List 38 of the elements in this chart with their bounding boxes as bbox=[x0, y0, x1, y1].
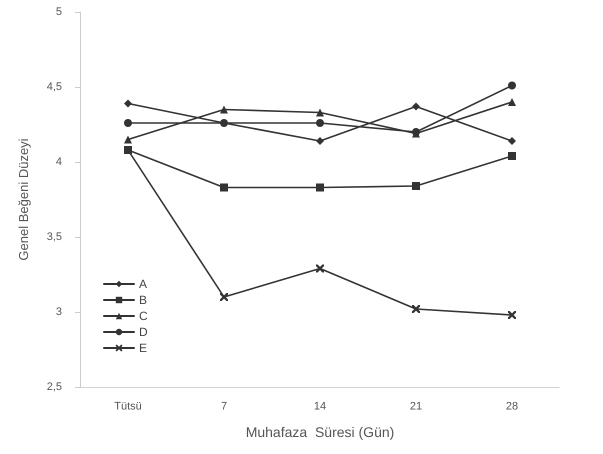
y-tick-label: 5 bbox=[56, 6, 62, 18]
legend-label: D bbox=[139, 325, 148, 339]
y-tick-label: 4,5 bbox=[46, 81, 62, 93]
x-tick-label: 14 bbox=[314, 400, 326, 412]
point bbox=[124, 119, 132, 127]
legend-label: E bbox=[139, 341, 148, 355]
point bbox=[412, 305, 420, 313]
x-tick-label: 21 bbox=[410, 400, 422, 412]
x-tick-label: 7 bbox=[220, 400, 228, 412]
y-axis-title: Genel Beğeni Düzeyi bbox=[16, 138, 31, 261]
point bbox=[316, 119, 324, 127]
legend-label: C bbox=[139, 309, 148, 323]
point bbox=[124, 100, 132, 108]
point bbox=[220, 184, 228, 192]
point bbox=[124, 136, 132, 144]
point bbox=[220, 119, 228, 127]
legend-label: A bbox=[139, 277, 148, 291]
point bbox=[508, 311, 516, 319]
point bbox=[316, 108, 324, 116]
point bbox=[220, 106, 228, 114]
point bbox=[508, 82, 516, 90]
point bbox=[412, 182, 420, 190]
point bbox=[220, 293, 228, 301]
point bbox=[316, 264, 324, 272]
y-tick-label: 3,5 bbox=[46, 231, 62, 243]
point bbox=[508, 137, 516, 145]
y-tick-label: 3 bbox=[56, 306, 62, 318]
point bbox=[508, 152, 516, 160]
x-axis-title: Muhafaza Süresi (Gün) bbox=[246, 424, 394, 440]
point bbox=[508, 98, 516, 106]
point bbox=[316, 184, 324, 192]
y-tick-label: 2,5 bbox=[46, 381, 62, 393]
x-tick-label: Tütsü bbox=[114, 400, 142, 412]
point bbox=[412, 102, 420, 110]
y-tick-label: 4 bbox=[56, 156, 62, 168]
legend-label: B bbox=[139, 293, 148, 307]
x-tick-label: 28 bbox=[506, 400, 518, 412]
point bbox=[316, 137, 324, 145]
